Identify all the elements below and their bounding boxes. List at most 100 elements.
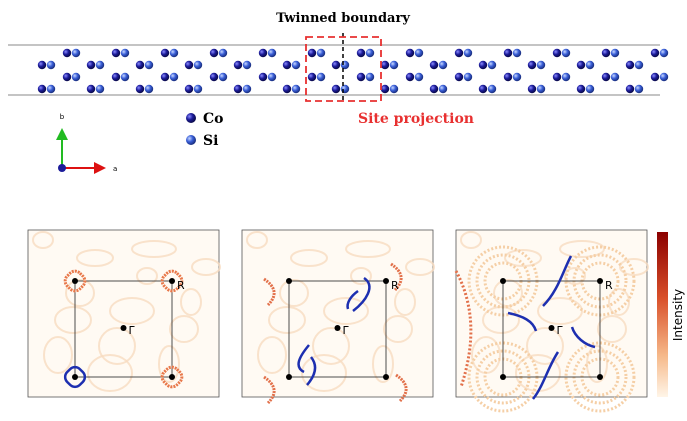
atom-co [185,85,193,93]
atom-si [145,61,153,69]
atom-si [586,85,594,93]
k-point [286,278,292,284]
atom-co [553,49,561,57]
axis-origin [58,164,66,172]
atom-si [488,61,496,69]
atom-co [308,73,316,81]
atom-co [577,61,585,69]
atom-co [136,61,144,69]
atom-si [96,85,104,93]
atom-co [626,85,634,93]
atom-co [479,61,487,69]
atom-co [381,61,389,69]
atom-co [504,73,512,81]
atom-co [455,73,463,81]
atom-si [72,73,80,81]
atom-co [553,73,561,81]
atom-co [210,73,218,81]
atom-co [161,73,169,81]
k-point [72,278,78,284]
atom-si [390,61,398,69]
axis-label: b [60,113,65,121]
atom-si [586,61,594,69]
atom-co [479,85,487,93]
atom-co [602,73,610,81]
atom-si [341,61,349,69]
atom-si [464,49,472,57]
atom-co [112,73,120,81]
atom-co [332,85,340,93]
k-point [335,325,341,331]
atom-si [170,49,178,57]
atom-si [170,73,178,81]
colorbar [657,232,668,397]
k-point [286,374,292,380]
atom-si [415,49,423,57]
atom-co [504,49,512,57]
k-label: R [177,279,185,292]
k-point [549,325,555,331]
atom-co [63,49,71,57]
k-point [169,278,175,284]
atom-si [562,73,570,81]
atom-co [455,49,463,57]
atom-co [38,61,46,69]
colorbar-label: Intensity [671,289,685,341]
atom-si [96,61,104,69]
atom-si [243,85,251,93]
atom-co [528,61,536,69]
atom-co [528,85,536,93]
atom-si [562,49,570,57]
spectral-panel: RΓ̄ [28,230,220,397]
atom-si [366,73,374,81]
atom-co [283,85,291,93]
atom-si [317,49,325,57]
atom-co [430,85,438,93]
atom-co [87,85,95,93]
atom-co [63,73,71,81]
legend-label: Co [203,111,223,127]
atom-co [136,85,144,93]
atom-si [635,61,643,69]
atom-si [317,73,325,81]
atom-si [341,85,349,93]
legend-co [186,113,196,123]
atom-si [219,49,227,57]
atom-co [259,49,267,57]
k-point [597,278,603,284]
k-point [72,374,78,380]
atom-co [381,85,389,93]
atom-si [635,85,643,93]
atom-si [268,49,276,57]
title: Twinned boundary [276,11,410,26]
atom-si [243,61,251,69]
k-point [500,278,506,284]
k-point [383,374,389,380]
figure: Twinned boundary Co Si Site projection b… [0,0,687,421]
atom-co [406,49,414,57]
atom-co [185,61,193,69]
atom-si [439,61,447,69]
atom-co [602,49,610,57]
spectral-panel: R Γ̄ [456,230,648,411]
atom-si [660,73,668,81]
atom-co [283,61,291,69]
atom-si [537,61,545,69]
atom-co [308,49,316,57]
atom-co [234,85,242,93]
atom-si [439,85,447,93]
atom-si [488,85,496,93]
atom-si [537,85,545,93]
atom-co [626,61,634,69]
crystal-structure [38,49,668,93]
k-label: Γ̄ [557,324,564,337]
atom-si [121,73,129,81]
atom-co [87,61,95,69]
atom-si [390,85,398,93]
atom-si [47,85,55,93]
k-label: R [605,279,613,292]
legend-si [186,135,196,145]
atom-co [651,49,659,57]
atom-si [660,49,668,57]
atom-si [47,61,55,69]
